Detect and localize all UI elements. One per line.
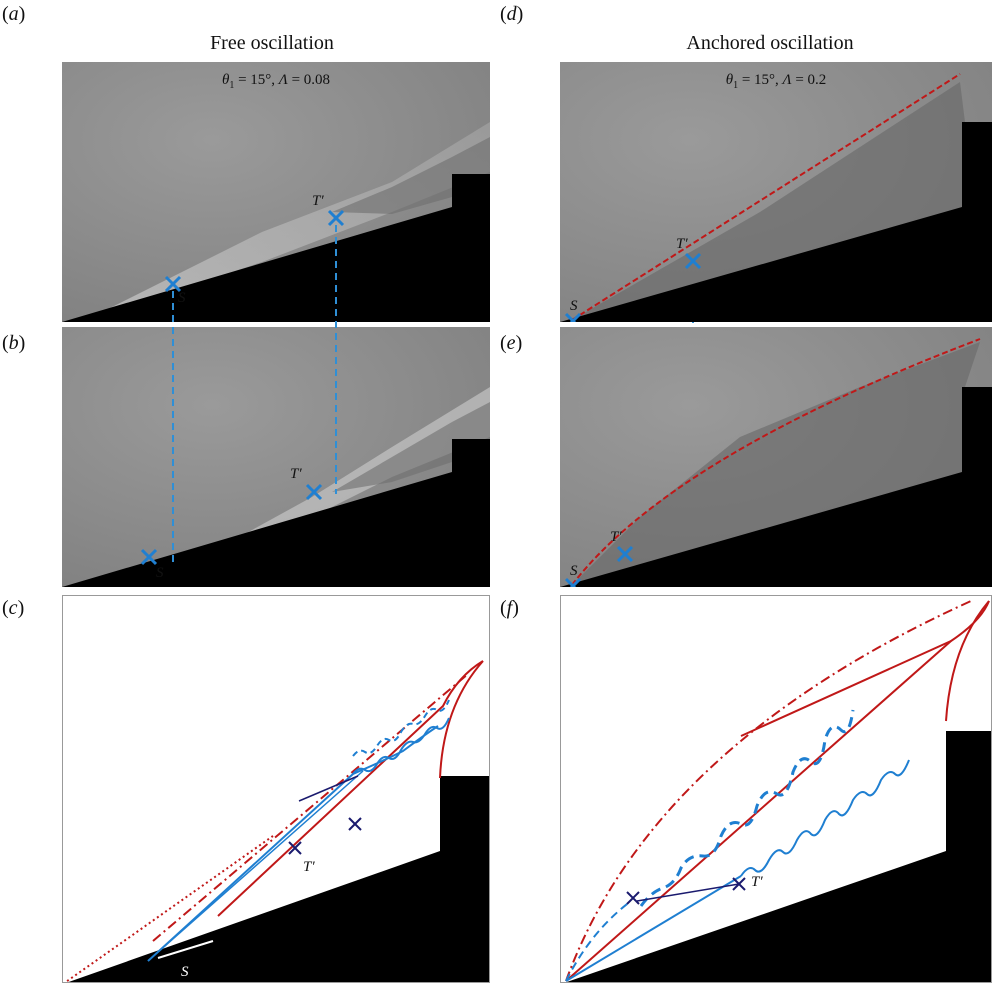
ramp-wall <box>566 731 991 982</box>
transition-marker-b <box>305 483 323 501</box>
transition-mark-1 <box>288 841 302 855</box>
ramp-wall <box>560 122 992 322</box>
panel-label-e: (e) <box>500 332 523 354</box>
transition-arrow <box>298 775 359 802</box>
transition-arrow <box>636 883 740 902</box>
separation-label-a: S <box>178 290 186 306</box>
ramp-wall <box>62 439 490 587</box>
transition-label-d: T′ <box>676 236 688 252</box>
wavy-dashed <box>352 699 450 757</box>
transition-label-c: T′ <box>303 859 315 875</box>
separation-shock <box>217 660 484 917</box>
ramp-wall <box>62 174 490 322</box>
panel-label-a: (a) <box>2 3 26 25</box>
turbulent-region <box>332 137 490 214</box>
schlieren-image-e: S T′ <box>560 327 992 587</box>
transition-label-b: T′ <box>290 466 302 482</box>
separation-arrow <box>157 940 214 959</box>
ramp-wall <box>68 776 489 982</box>
param-label-d: θ1 = 15°, Λ = 0.2 <box>726 72 827 91</box>
wavy-dashed <box>639 709 855 907</box>
separation-shock-line <box>565 640 952 982</box>
separation-label-e: S <box>570 563 578 579</box>
shear-layer-lower <box>147 770 364 962</box>
shock-dashed <box>571 73 961 321</box>
transition-mark-2 <box>732 877 746 891</box>
panel-label-c: (c) <box>2 597 25 619</box>
shock-dashed <box>571 338 981 586</box>
shear-layer <box>565 875 742 982</box>
reattachment-shock <box>945 600 990 722</box>
transition-marker-a <box>327 209 345 227</box>
column-title-free: Free oscillation <box>210 32 334 54</box>
shock-dashed <box>565 600 972 982</box>
wavy-line <box>352 717 450 775</box>
transition-mark-2 <box>348 817 362 831</box>
shock-dashed <box>152 673 469 942</box>
param-label-a: θ1 = 15°, Λ = 0.08 <box>222 72 330 91</box>
separation-marker-a <box>164 275 182 293</box>
wavy-line <box>740 759 910 877</box>
schlieren-image-b: S T′ <box>62 327 490 587</box>
reattachment-shock <box>439 660 484 779</box>
column-title-anchored: Anchored oscillation <box>686 32 854 54</box>
panel-label-f: (f) <box>500 597 519 619</box>
separation-label-d: S <box>570 298 578 314</box>
transition-label-e: T′ <box>610 529 622 545</box>
transition-marker-e <box>616 545 634 563</box>
schlieren-image-a: θ1 = 15°, Λ = 0.08 S T′ <box>62 62 490 322</box>
panel-label-d: (d) <box>500 3 524 25</box>
shear-dashed <box>565 900 632 982</box>
transition-label-a: T′ <box>312 193 324 209</box>
transition-label-f: T′ <box>751 874 763 890</box>
separation-label-c: S <box>181 964 189 980</box>
schematic-f: T′ <box>560 595 992 983</box>
turbulent-region <box>332 402 490 492</box>
schematic-c: T′ S <box>62 595 490 983</box>
shear-layer <box>82 122 490 322</box>
transition-mark-1 <box>626 891 640 905</box>
ramp-wall <box>560 387 992 587</box>
separation-marker-d <box>564 312 582 322</box>
separated-region <box>572 342 980 585</box>
separation-marker-b <box>140 548 158 566</box>
schlieren-image-d: θ1 = 15°, Λ = 0.2 S T′ <box>560 62 992 322</box>
separation-label-b: S <box>156 565 164 581</box>
separation-marker-e <box>564 577 582 587</box>
panel-label-b: (b) <box>2 332 26 354</box>
transition-marker-d <box>684 252 702 270</box>
